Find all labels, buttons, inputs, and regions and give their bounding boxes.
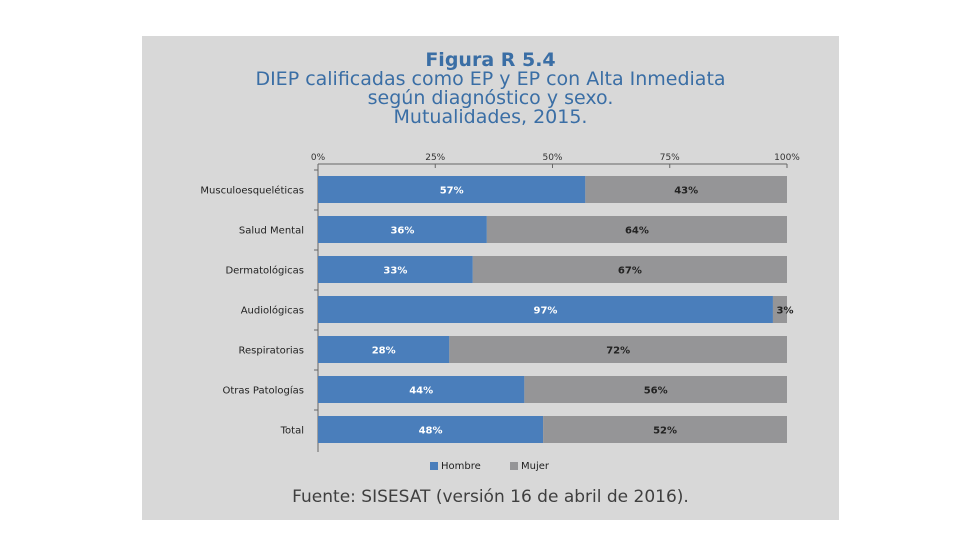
category-label: Otras Patologías [222,385,304,397]
data-label-hombre: 57% [440,186,464,197]
bar-mujer [449,336,787,363]
bar-mujer [486,216,787,243]
bar-mujer [543,416,787,443]
title-line-2: según diagnóstico y sexo. [367,87,614,109]
x-tick-label: 100% [774,153,800,163]
bar-hombre [318,376,525,403]
data-label-mujer: 64% [625,226,649,237]
bar-hombre [318,416,544,443]
chart-title: Figura R 5.4 DIEP calificadas como EP y … [142,50,839,127]
x-tick-label: 75% [660,153,680,163]
bar-hombre [318,336,450,363]
legend-label-mujer: Mujer [521,461,550,472]
figure-label: Figura R 5.4 [425,49,556,71]
category-label: Respiratorias [239,346,305,357]
data-label-mujer: 43% [674,186,698,197]
category-label: Musculoesqueléticas [200,185,304,197]
category-label: Dermatológicas [225,265,304,277]
legend-label-hombre: Hombre [441,461,481,472]
bar-mujer [585,176,787,203]
data-label-hombre: 28% [372,346,396,357]
data-label-hombre: 36% [390,226,414,237]
data-label-hombre: 48% [419,426,443,437]
bar-mujer [472,256,787,283]
data-label-mujer: 56% [644,386,668,397]
stacked-bar-chart: 0% 25% 50% 75% 100% Musculoesqueléticas 57% 43%… [200,153,800,472]
x-tick-label: 25% [425,153,445,163]
data-label-hombre: 97% [533,306,557,317]
legend-swatch-mujer [510,462,518,470]
data-label-mujer: 3% [777,306,794,317]
bar-hombre [318,176,586,203]
title-line-1: DIEP calificadas como EP y EP con Alta I… [255,68,726,90]
bar-hombre [318,296,773,323]
bar-mujer [772,296,787,323]
legend-swatch-hombre [430,462,438,470]
category-label: Salud Mental [239,226,304,237]
x-tick-label: 50% [542,153,562,163]
category-label: Audiológicas [241,305,304,317]
bar-hombre [318,256,473,283]
bar-hombre [318,216,487,243]
chart-slide: Figura R 5.4 DIEP calificadas como EP y … [142,36,839,520]
data-label-mujer: 67% [618,266,642,277]
data-label-mujer: 72% [606,346,630,357]
x-tick-label: 0% [311,153,326,163]
source-note: Fuente: SISESAT (versión 16 de abril de … [292,487,689,507]
bar-mujer [524,376,787,403]
title-line-3: Mutualidades, 2015. [393,106,588,128]
data-label-mujer: 52% [653,426,677,437]
category-label: Total [280,426,304,437]
data-label-hombre: 44% [409,386,433,397]
data-label-hombre: 33% [383,266,407,277]
